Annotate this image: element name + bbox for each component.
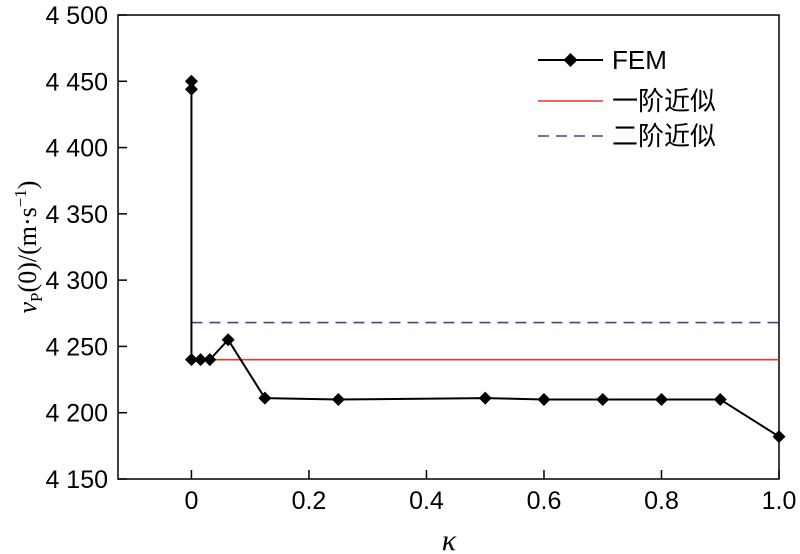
y-axis-title-var: v <box>13 301 42 313</box>
y-axis-title-sup: −1 <box>11 189 30 207</box>
y-tick-label: 4 350 <box>45 201 108 229</box>
data-point <box>184 82 198 96</box>
x-tick-label: 1.0 <box>762 487 797 515</box>
y-axis-title: vP(0)/(m·s−1) <box>11 181 46 314</box>
data-point <box>478 391 492 405</box>
data-point <box>203 353 217 367</box>
y-tick-label: 4 450 <box>45 68 108 96</box>
data-point <box>713 392 727 406</box>
x-axis-title: κ <box>442 524 457 554</box>
y-tick-label: 4 400 <box>45 135 108 163</box>
y-tick-label: 4 200 <box>45 400 108 428</box>
data-point <box>184 74 198 88</box>
y-axis-title-rest: (0)/(m·s <box>13 207 42 292</box>
legend-label: 二阶近似 <box>612 121 716 151</box>
data-point <box>537 392 551 406</box>
series-layer <box>184 74 786 444</box>
data-point <box>194 353 208 367</box>
data-point <box>184 353 198 367</box>
data-point <box>596 392 610 406</box>
x-tick-label: 0.6 <box>527 487 562 515</box>
y-tick-label: 4 300 <box>45 267 108 295</box>
x-tick-label: 0.8 <box>644 487 679 515</box>
data-point <box>221 333 235 347</box>
y-axis-title-close: ) <box>13 181 42 190</box>
x-tick-label: 0 <box>184 487 198 515</box>
x-tick-label: 0.4 <box>409 487 444 515</box>
axis-ticks: 0 0.2 0.4 0.6 0.8 1.0 4 150 4 200 4 250 4 300 4 35… <box>45 2 796 515</box>
x-tick-label: 0.2 <box>292 487 327 515</box>
y-tick-label: 4 150 <box>45 466 108 494</box>
data-point <box>654 392 668 406</box>
y-tick-label: 4 250 <box>45 333 108 361</box>
legend-label: 一阶近似 <box>612 86 716 116</box>
y-axis-title-sub: P <box>27 292 46 301</box>
data-point <box>772 430 786 444</box>
data-point <box>258 391 272 405</box>
legend-label: FEM <box>612 45 667 75</box>
legend-marker <box>563 53 578 67</box>
data-point <box>331 392 345 406</box>
plot-frame <box>117 14 780 480</box>
y-tick-label: 4 500 <box>45 2 108 30</box>
